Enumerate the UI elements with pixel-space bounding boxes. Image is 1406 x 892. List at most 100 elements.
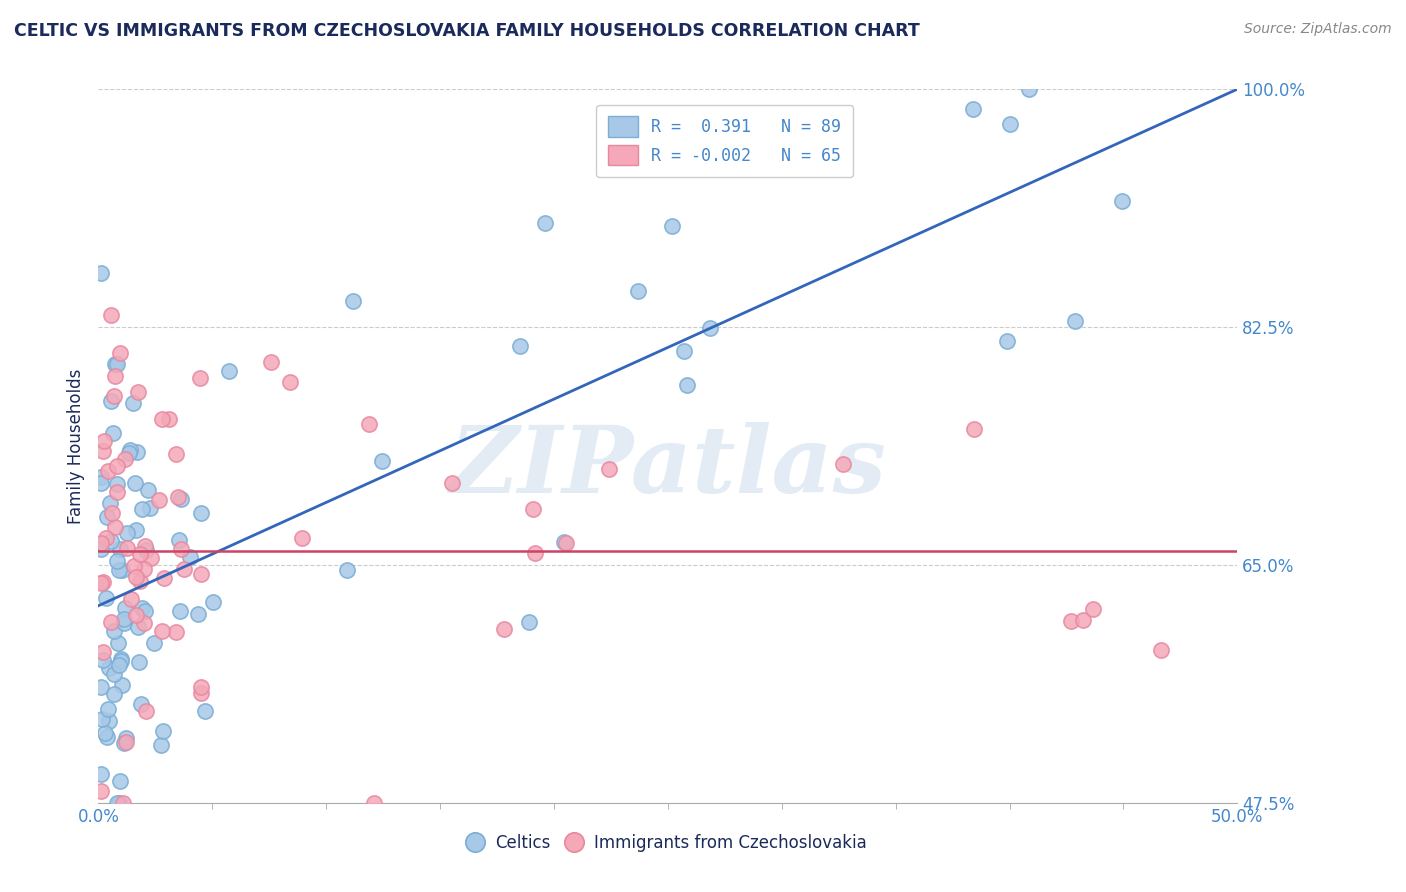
Point [103,666,125,681]
Point [111,678,134,692]
Point [112,615,135,630]
Y-axis label: Family Households: Family Households [66,368,84,524]
Point [120,591,142,606]
Point [371,454,394,468]
Point [143,635,166,649]
Point [105,458,128,473]
Point [96,731,118,745]
Point [107,635,129,649]
Point [280,375,302,389]
Point [111,563,134,577]
Point [115,541,138,556]
Point [98,714,121,728]
Point [122,559,145,574]
Point [90,470,112,484]
Point [1071,613,1094,627]
Point [737,146,759,161]
Point [129,697,152,711]
Point [1063,314,1085,328]
Point [998,117,1021,131]
Point [167,491,190,505]
Point [138,483,160,498]
Point [534,216,557,230]
Point [98,496,121,510]
Point [108,346,131,360]
Point [1018,82,1040,96]
Point [522,502,544,516]
Point [135,704,157,718]
Point [90,575,112,590]
Point [150,411,173,425]
Point [995,334,1018,349]
Point [93,645,115,659]
Point [110,651,132,665]
Point [125,607,148,622]
Point [135,543,157,558]
Point [661,219,683,233]
Point [190,680,212,694]
Point [112,736,135,750]
Point [90,712,112,726]
Point [94,531,117,545]
Point [179,549,201,564]
Point [90,680,112,694]
Point [201,595,224,609]
Point [676,378,699,392]
Point [108,542,131,557]
Point [165,624,187,639]
Point [103,389,125,403]
Point [90,266,112,280]
Point [100,393,122,408]
Point [363,796,385,810]
Point [139,501,162,516]
Point [190,567,212,582]
Point [124,569,146,583]
Point [97,701,120,715]
Point [963,421,986,435]
Point [118,446,141,460]
Point [150,624,173,639]
Point [127,445,149,459]
Point [1111,194,1133,209]
Point [626,284,648,298]
Point [1083,602,1105,616]
Text: Source: ZipAtlas.com: Source: ZipAtlas.com [1244,22,1392,37]
Point [90,784,112,798]
Point [96,591,118,605]
Point [108,563,131,577]
Point [1150,642,1173,657]
Point [523,546,546,560]
Point [124,476,146,491]
Point [112,611,135,625]
Point [90,541,112,556]
Point [342,294,364,309]
Point [104,357,127,371]
Point [131,501,153,516]
Point [553,535,575,549]
Point [100,534,122,549]
Point [1060,615,1083,629]
Point [357,417,380,431]
Point [441,476,464,491]
Point [128,574,150,589]
Point [134,539,156,553]
Point [90,767,112,781]
Point [673,344,696,359]
Point [103,624,125,638]
Point [110,773,132,788]
Point [105,357,128,371]
Point [105,554,128,568]
Point [118,443,141,458]
Point [169,604,191,618]
Point [188,371,211,385]
Point [96,509,118,524]
Point [962,102,984,116]
Point [190,506,212,520]
Point [108,658,131,673]
Point [218,364,240,378]
Point [131,601,153,615]
Point [121,396,143,410]
Point [94,725,117,739]
Text: CELTIC VS IMMIGRANTS FROM CZECHOSLOVAKIA FAMILY HOUSEHOLDS CORRELATION CHART: CELTIC VS IMMIGRANTS FROM CZECHOSLOVAKIA… [14,22,920,40]
Point [114,731,136,745]
